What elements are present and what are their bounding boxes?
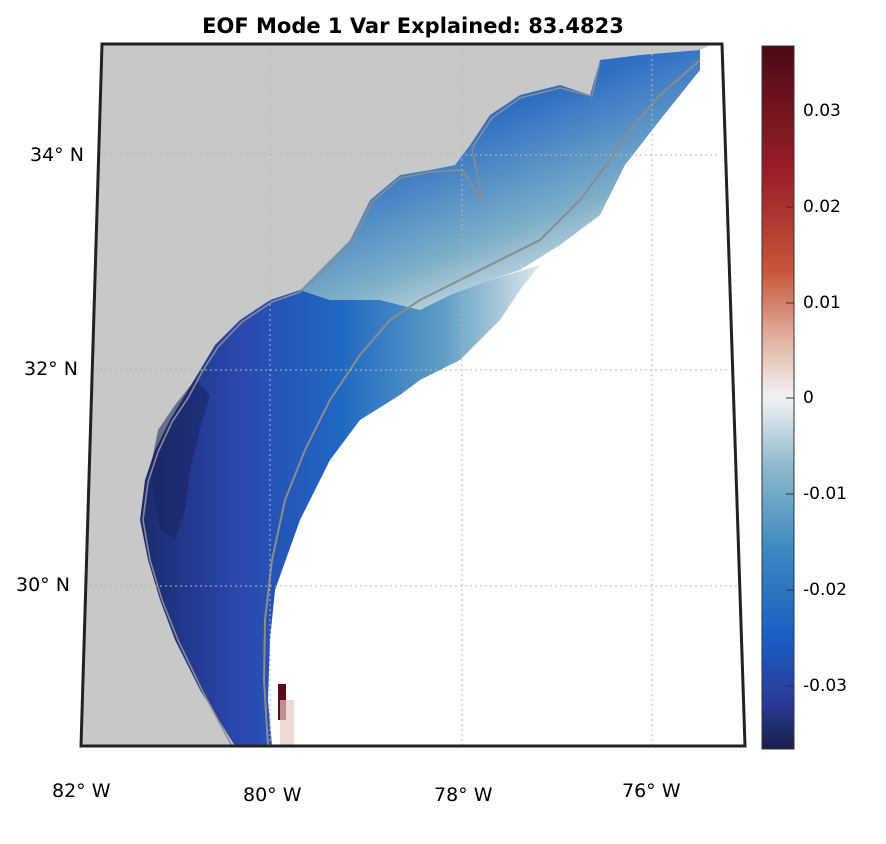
map-panel	[81, 44, 745, 746]
colorbar-label-0.01: 0.01	[803, 293, 841, 313]
lat-label-34: 34° N	[30, 144, 84, 166]
colorbar-label-neg0.01: -0.01	[803, 484, 847, 504]
shelf-anomaly-south	[140, 265, 540, 746]
land-area	[81, 44, 720, 746]
colorbar-label-0: 0	[803, 388, 814, 408]
shelf-anomaly-north	[300, 50, 700, 310]
lon-label-80: 80° W	[243, 784, 302, 806]
colorbar-label-neg0.02: -0.02	[803, 580, 847, 600]
lat-label-32: 32° N	[24, 358, 78, 380]
lon-label-78: 78° W	[434, 784, 493, 806]
colorbar-label-0.03: 0.03	[803, 101, 841, 121]
lon-label-82: 82° W	[52, 780, 111, 802]
plot-title: EOF Mode 1 Var Explained: 83.4823	[202, 14, 624, 38]
coastline	[142, 61, 601, 746]
isobath-contour	[262, 59, 701, 746]
colorbar-ticks	[786, 110, 794, 687]
colorbar-label-neg0.03: -0.03	[803, 676, 847, 696]
colorbar-label-0.02: 0.02	[803, 197, 841, 217]
graticule	[85, 44, 740, 746]
lon-label-76: 76° W	[622, 780, 681, 802]
lat-label-30: 30° N	[16, 574, 70, 596]
map-frame	[79, 42, 747, 748]
anomaly-core	[150, 380, 210, 540]
